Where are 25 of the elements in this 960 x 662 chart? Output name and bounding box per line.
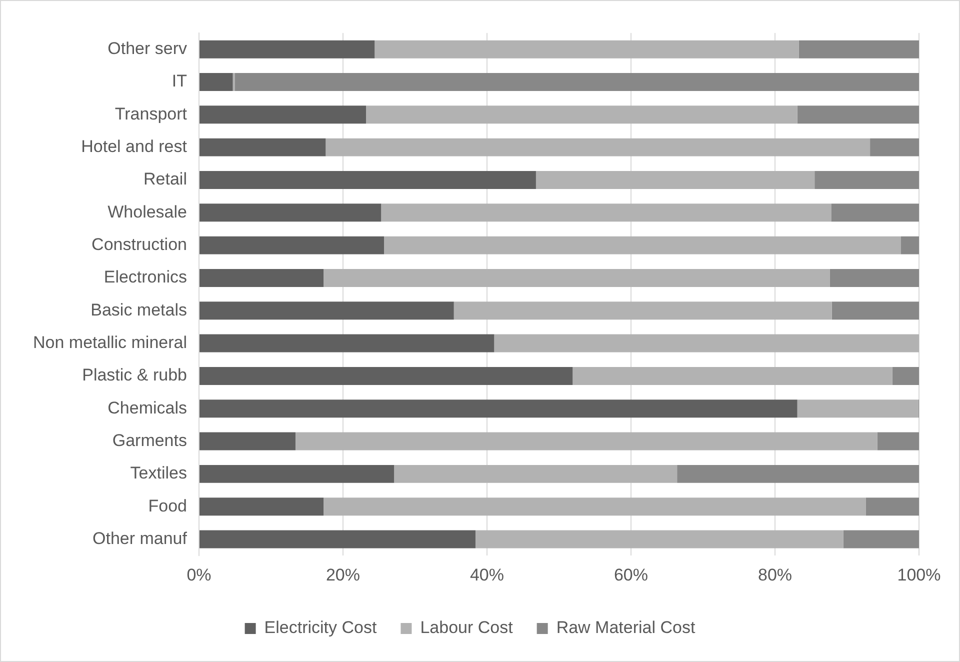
y-tick-label: Wholesale — [108, 202, 187, 222]
legend-label: Raw Material Cost — [556, 618, 696, 638]
x-tick-label: 80% — [758, 565, 792, 584]
y-tick-label: Other manuf — [92, 528, 188, 548]
y-tick-label: Retail — [144, 170, 187, 189]
legend-label: Labour Cost — [420, 618, 514, 638]
y-tick-label: Transport — [114, 104, 188, 124]
y-tick-label: Garments — [112, 430, 187, 450]
y-tick-label: Textiles — [130, 464, 187, 483]
x-tick-label: 100% — [897, 565, 941, 584]
y-tick-label: Electronics — [104, 268, 187, 287]
x-tick-label: 0% — [186, 565, 212, 584]
y-tick-label: Basic metals — [90, 300, 187, 320]
y-tick-label: Food — [148, 496, 187, 516]
y-tick-label: Plastic & rubb — [82, 366, 187, 385]
y-tick-label: IT — [172, 72, 187, 91]
x-tick-label: 60% — [614, 565, 648, 584]
y-tick-label: Non metallic mineral — [32, 332, 187, 352]
legend-label: Electricity Cost — [264, 618, 377, 638]
y-tick-label: Other serv — [108, 39, 188, 58]
x-tick-label: 20% — [326, 565, 360, 584]
y-tick-label: Hotel and rest — [81, 137, 188, 156]
y-tick-label: Chemicals — [108, 398, 187, 418]
y-tick-label: Construction — [92, 234, 187, 254]
x-tick-label: 40% — [470, 565, 504, 584]
